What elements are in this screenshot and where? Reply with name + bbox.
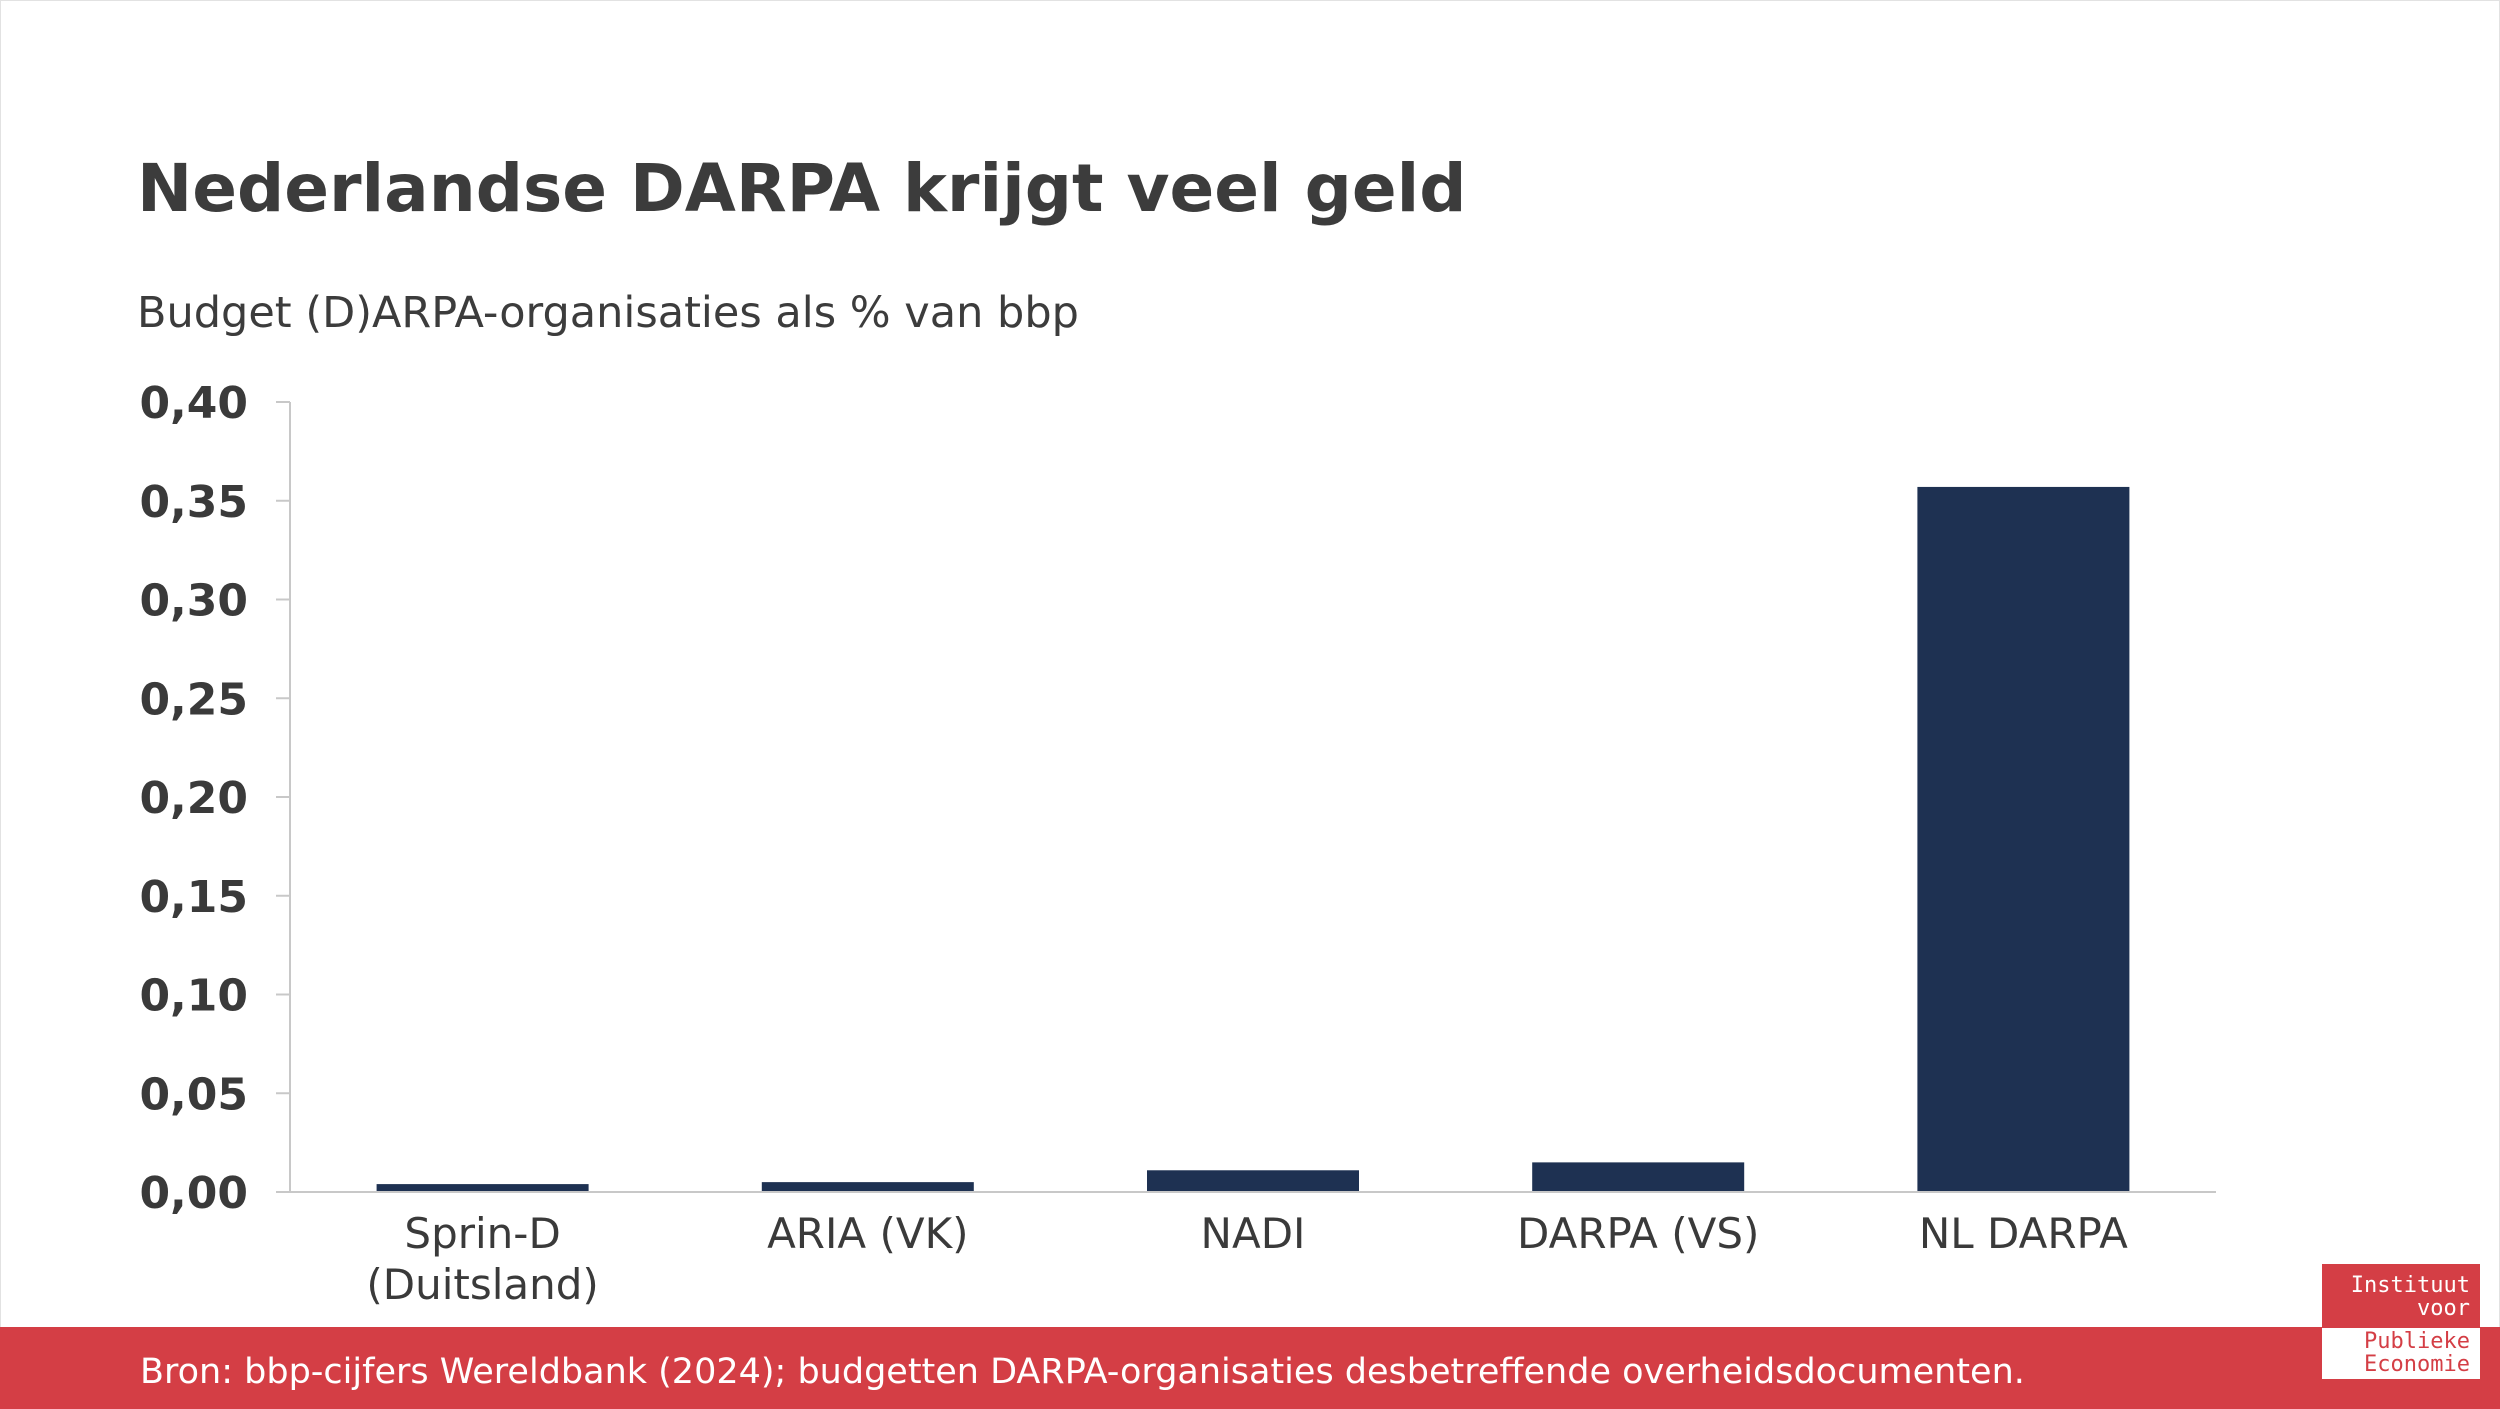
bar-chart: 0,00 0,05 0,10 0,15 0,20 0,25 0,30 0,35 0,40 Spri… [139, 378, 2216, 1309]
y-tick-label: 0,05 [139, 1069, 248, 1120]
logo-line-4: Economie [2364, 1352, 2470, 1377]
source-note: Bron: bbp-cijfers Wereldbank (2024); bud… [140, 1352, 2025, 1392]
logo-line-1: Instituut [2350, 1273, 2470, 1298]
logo-inverse-box: Publieke Economie [2322, 1328, 2480, 1379]
chart-subtitle: Budget (D)ARPA-organisaties als % van bb… [137, 288, 1079, 338]
bar [1532, 1162, 1745, 1192]
chart-title: Nederlandse DARPA krijgt veel geld [137, 150, 1467, 227]
y-tick-label: 0,40 [139, 378, 248, 429]
footer-bar [0, 1327, 2500, 1409]
x-category-label: DARPA (VS) [1517, 1209, 1759, 1258]
x-category-label: (Duitsland) [366, 1260, 598, 1309]
bar [1147, 1170, 1359, 1192]
bar [376, 1184, 589, 1192]
x-category-label: Sprin-D [404, 1209, 560, 1258]
bar [1917, 486, 2130, 1192]
institute-logo: Instituut voor Publieke Economie [2322, 1264, 2480, 1394]
logo-line-3: Publieke [2364, 1329, 2470, 1354]
y-tick-label: 0,35 [139, 477, 248, 528]
y-tick-label: 0,00 [139, 1168, 248, 1219]
x-category-label: NADI [1201, 1209, 1306, 1258]
y-tick-label: 0,10 [139, 971, 248, 1022]
bar [761, 1182, 974, 1192]
x-category-label: NL DARPA [1919, 1209, 2128, 1258]
logo-line-2: voor [2417, 1296, 2470, 1321]
y-tick-label: 0,30 [139, 576, 248, 627]
x-category-label: ARIA (VK) [767, 1209, 968, 1258]
y-tick-label: 0,25 [139, 674, 248, 725]
y-tick-label: 0,20 [139, 773, 248, 824]
y-tick-label: 0,15 [139, 872, 248, 923]
